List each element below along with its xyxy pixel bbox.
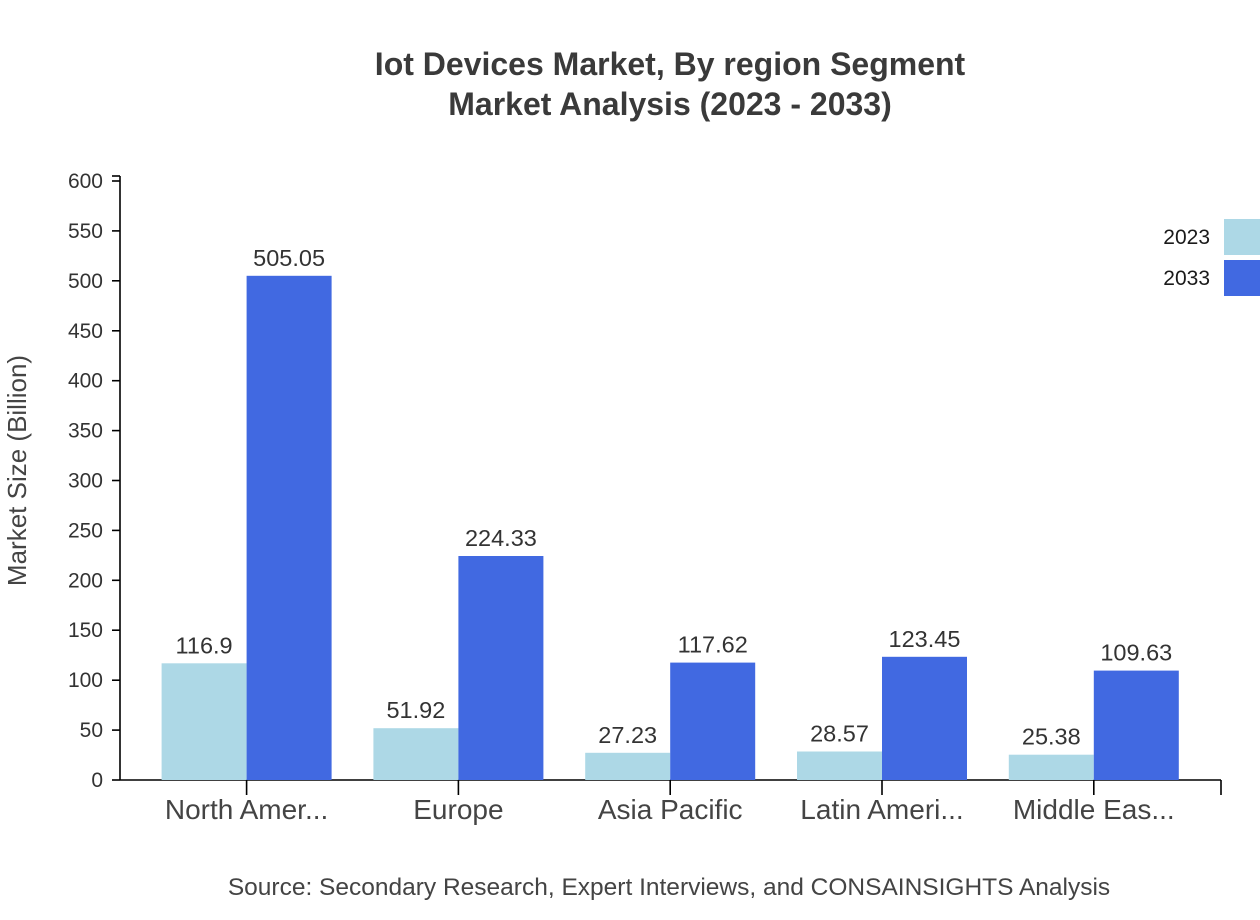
svg-text:550: 550: [68, 220, 103, 243]
svg-text:400: 400: [68, 370, 103, 393]
svg-text:28.57: 28.57: [810, 721, 869, 747]
svg-text:350: 350: [68, 420, 103, 443]
svg-text:200: 200: [68, 569, 103, 592]
svg-text:Middle Eas...: Middle Eas...: [1013, 794, 1175, 825]
svg-text:Latin Ameri...: Latin Ameri...: [800, 794, 963, 825]
svg-text:123.45: 123.45: [889, 626, 961, 652]
svg-text:100: 100: [68, 669, 103, 692]
svg-text:Market Size (Billion): Market Size (Billion): [2, 355, 32, 586]
svg-text:2033: 2033: [1163, 267, 1210, 290]
svg-text:116.9: 116.9: [176, 632, 233, 658]
svg-text:224.33: 224.33: [465, 525, 537, 551]
svg-text:27.23: 27.23: [598, 722, 657, 748]
svg-text:250: 250: [68, 519, 103, 542]
svg-text:450: 450: [68, 320, 103, 343]
svg-text:505.05: 505.05: [253, 245, 325, 271]
svg-text:109.63: 109.63: [1100, 640, 1172, 666]
svg-text:150: 150: [68, 619, 103, 642]
svg-text:Asia Pacific: Asia Pacific: [598, 794, 743, 825]
svg-text:500: 500: [68, 270, 103, 293]
svg-text:117.62: 117.62: [678, 632, 748, 658]
svg-text:300: 300: [68, 470, 103, 493]
svg-text:North Amer...: North Amer...: [165, 794, 328, 825]
svg-text:0: 0: [91, 769, 103, 792]
svg-text:51.92: 51.92: [386, 697, 445, 723]
svg-text:50: 50: [80, 719, 103, 742]
svg-text:Europe: Europe: [413, 794, 503, 825]
svg-text:25.38: 25.38: [1022, 724, 1081, 750]
svg-text:600: 600: [68, 170, 103, 193]
svg-text:2023: 2023: [1163, 226, 1210, 249]
